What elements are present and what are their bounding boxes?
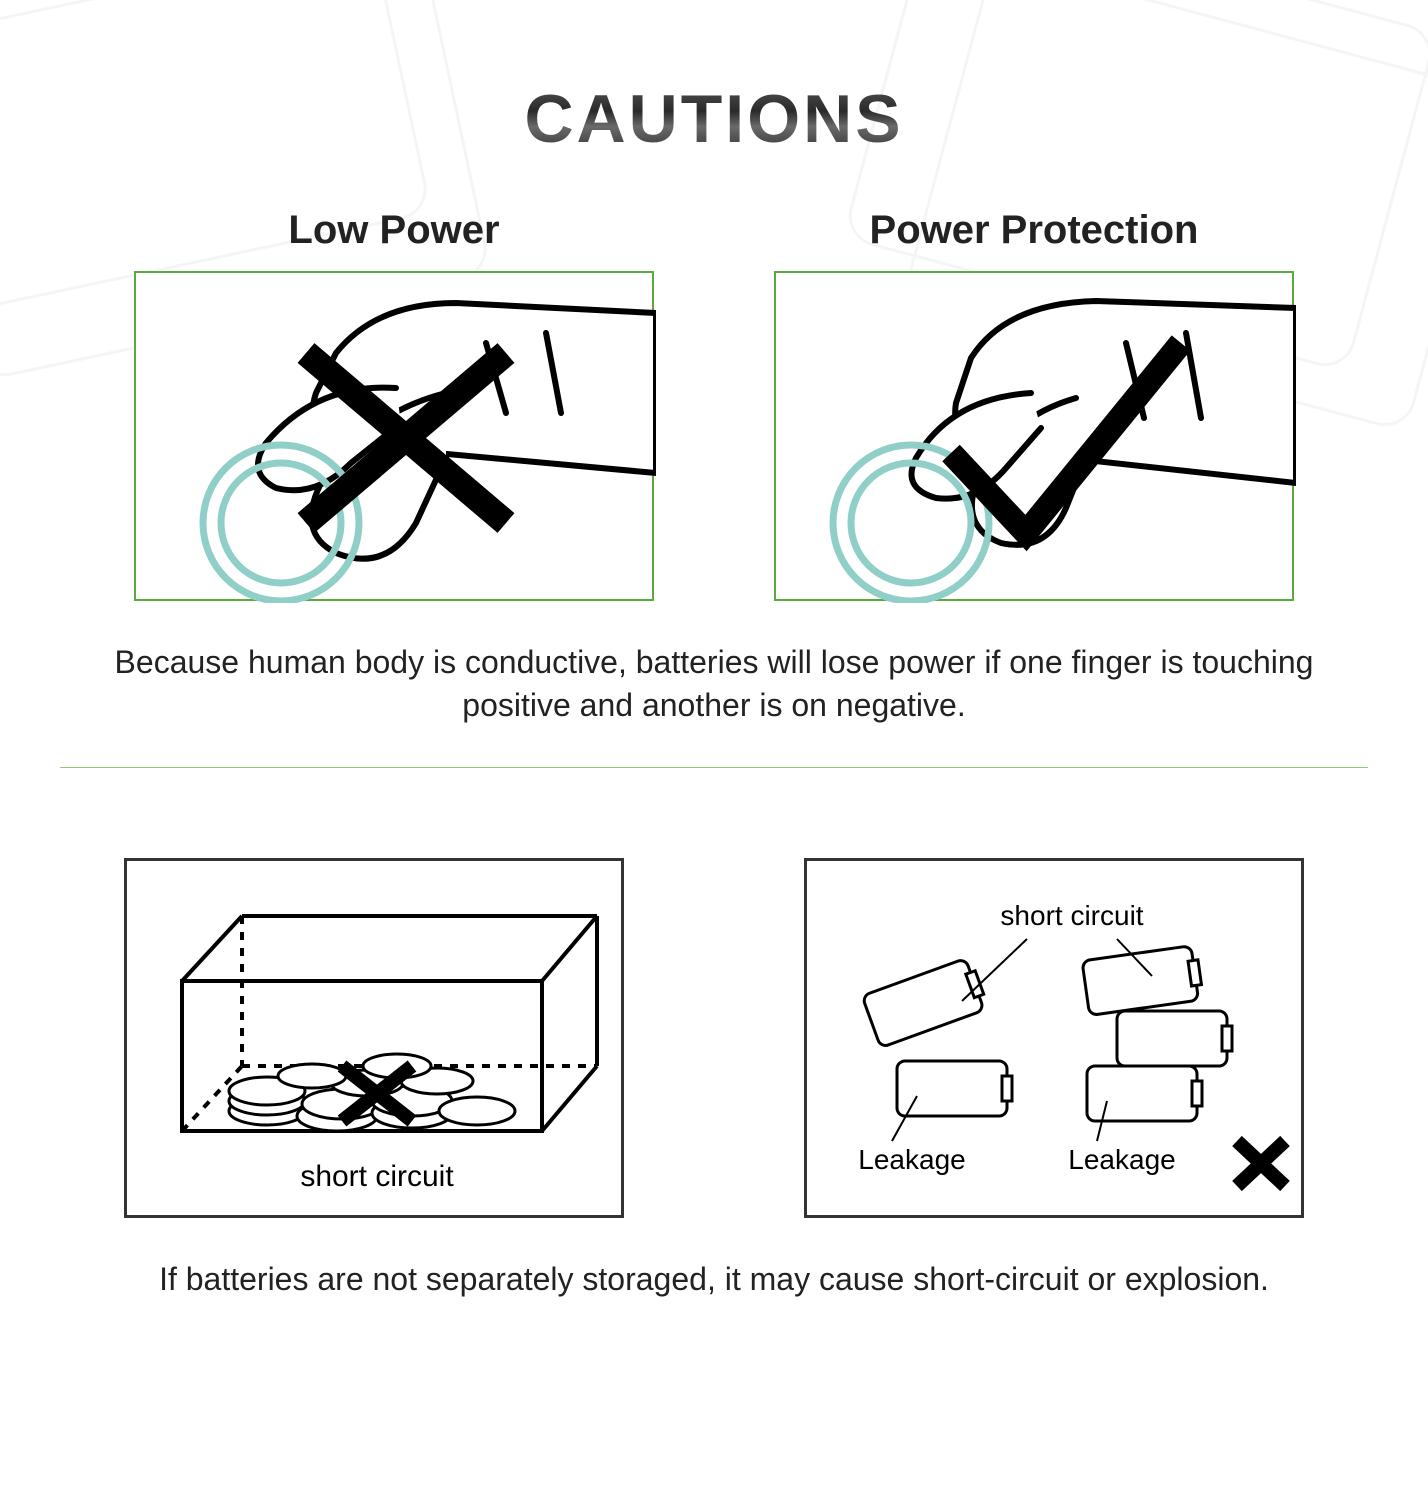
leakage-diagram: short circuit Leakage Leakage: [804, 858, 1304, 1218]
storage-description: If batteries are not separately storaged…: [84, 1258, 1344, 1301]
low-power-diagram: [134, 271, 654, 601]
power-protection-label: Power Protection: [870, 208, 1199, 253]
storage-row: short circuit: [60, 858, 1368, 1218]
leakage-label-1: Leakage: [858, 1144, 965, 1175]
short-circuit-label: short circuit: [1000, 900, 1143, 931]
power-protection-panel: Power Protection: [774, 208, 1294, 601]
low-power-label: Low Power: [288, 208, 499, 253]
section-divider: [60, 767, 1368, 768]
x-mark-icon: [1237, 1141, 1285, 1186]
power-protection-diagram: [774, 271, 1294, 601]
loose-storage-diagram: short circuit: [124, 858, 624, 1218]
page-title: CAUTIONS: [60, 80, 1368, 158]
short-circuit-caption: short circuit: [300, 1160, 454, 1193]
handling-row: Low Power: [60, 208, 1368, 601]
leakage-label-2: Leakage: [1068, 1144, 1175, 1175]
low-power-panel: Low Power: [134, 208, 654, 601]
handling-description: Because human body is conductive, batter…: [84, 641, 1344, 727]
